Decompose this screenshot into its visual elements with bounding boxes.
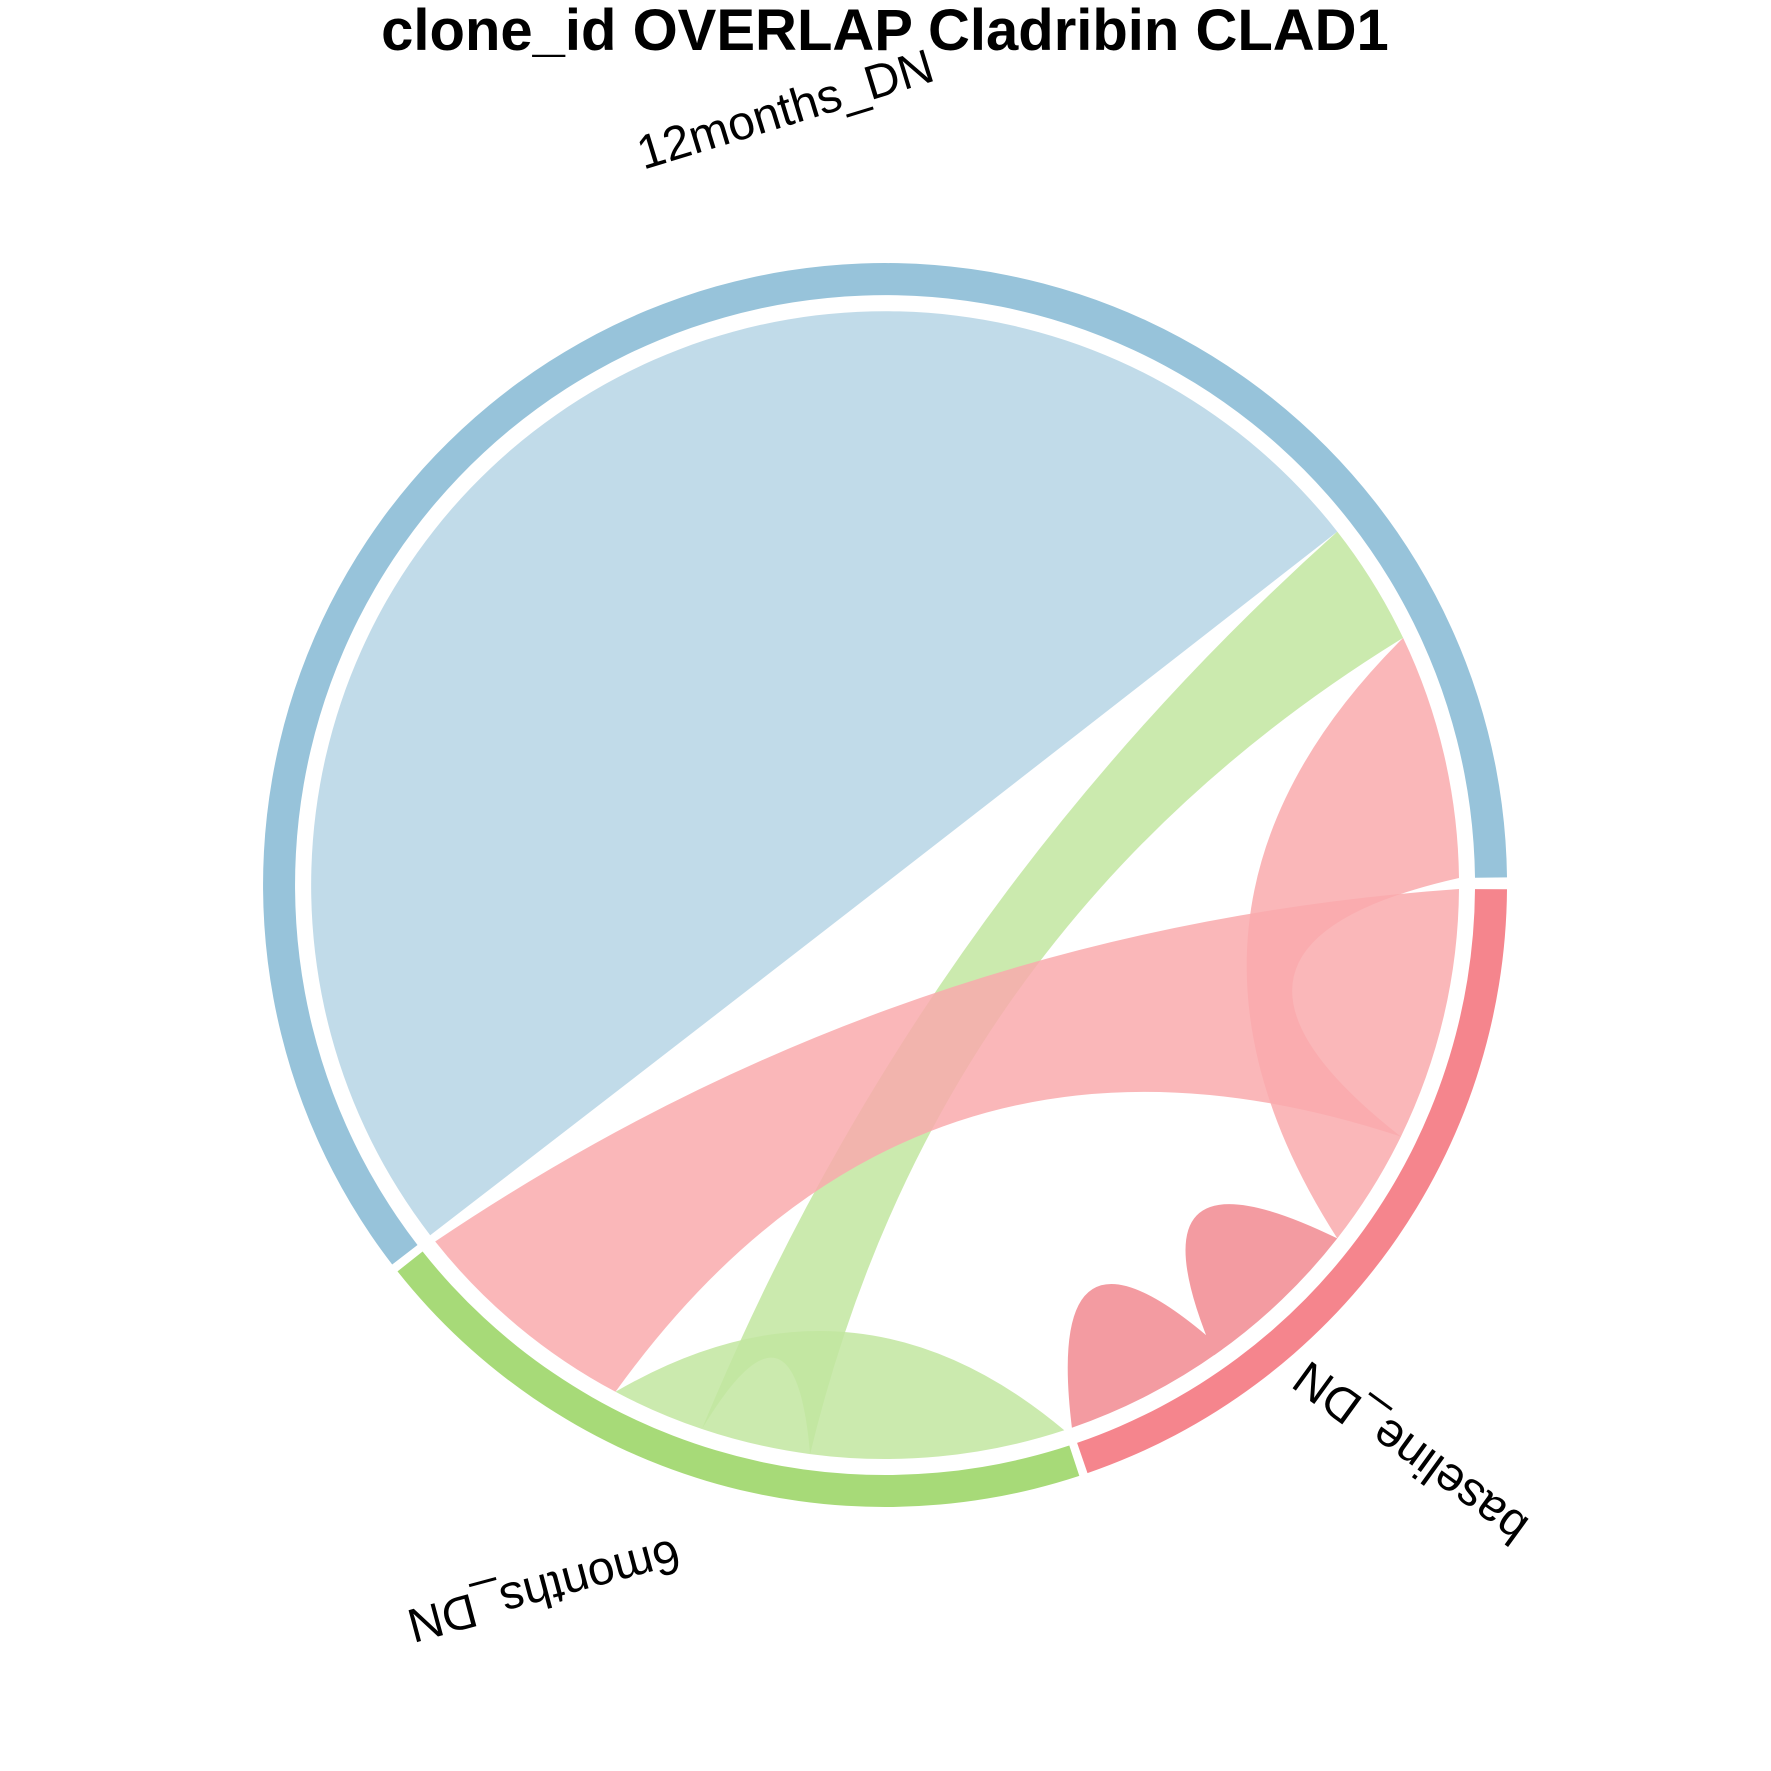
chord-links [311,311,1459,1460]
link-12months_DN-6months_DN [701,531,1404,1455]
chord-sectors [263,263,1508,1508]
link-baseline_DN-baseline_DN [1067,1204,1338,1428]
sector-label-baseline_DN: baseline_DN [1284,1350,1537,1554]
sector-track-6months_DN [397,1251,1080,1508]
link-12months_DN-12months_DN [311,311,1338,1236]
chart-title: clone_id OVERLAP Cladribin CLAD1 [381,0,1389,63]
link-6months_DN-6months_DN [615,1330,1065,1460]
sector-track-baseline_DN [1077,889,1507,1474]
sector-label-6months_DN: 6months_DN [402,1528,686,1652]
link-baseline_DN-6months_DN [435,889,1459,1392]
